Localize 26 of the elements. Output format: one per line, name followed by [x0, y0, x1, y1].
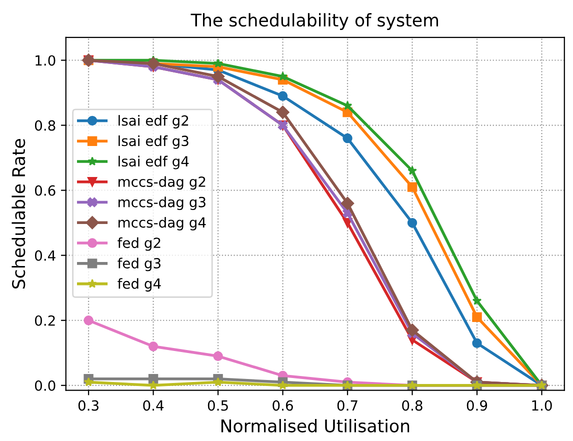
y-tick-label: 0.6 — [35, 185, 56, 196]
x-tick-label: 0.6 — [272, 400, 293, 411]
legend-label: mccs-dag g3 — [118, 196, 206, 210]
legend-label: fed g4 — [118, 278, 161, 292]
x-tick-label: 0.8 — [402, 400, 422, 411]
y-tick-label: 0.4 — [35, 250, 56, 261]
y-axis-title: Schedulable Rate — [12, 139, 26, 289]
x-tick-label: 0.7 — [337, 400, 358, 411]
y-tick-label: 0.2 — [35, 315, 55, 326]
x-tick-label: 0.9 — [466, 400, 488, 411]
legend-label: lsai edf g2 — [118, 115, 188, 128]
legend-label: lsai edf g4 — [118, 156, 189, 170]
legend-label: mccs-dag g4 — [118, 216, 206, 230]
legend-label: lsai edf g3 — [118, 135, 188, 149]
y-tick-label: 1.0 — [36, 55, 56, 66]
x-axis-title: Normalised Utilisation — [221, 419, 410, 432]
x-tick-label: 0.5 — [208, 400, 228, 411]
x-tick-label: 0.3 — [78, 400, 98, 411]
y-tick-label: 0.8 — [35, 120, 56, 131]
legend-label: mccs-dag g2 — [118, 176, 206, 190]
legend-label: fed g3 — [118, 258, 160, 272]
x-tick-label: 0.4 — [143, 400, 164, 411]
legend-label: fed g2 — [118, 237, 160, 251]
chart-title: The schedulability of system — [190, 13, 438, 30]
x-tick-label: 1.0 — [532, 400, 552, 411]
y-tick-label: 0.0 — [35, 380, 56, 391]
